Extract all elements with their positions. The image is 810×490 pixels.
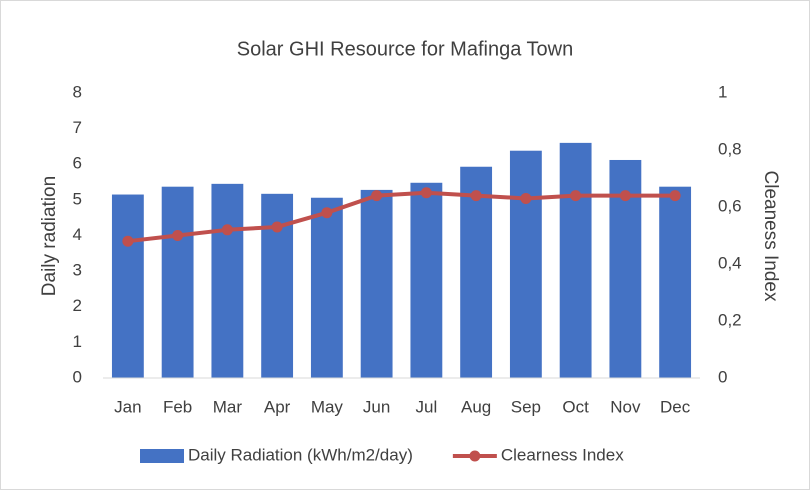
y2-tick-label: 0,8 <box>718 139 742 158</box>
legend-swatch <box>140 449 184 463</box>
x-tick-label: Nov <box>610 397 641 416</box>
line-marker <box>520 192 532 204</box>
line-marker <box>420 187 432 199</box>
bar <box>360 189 393 378</box>
line-marker <box>321 207 333 219</box>
line-marker <box>619 190 631 202</box>
x-tick-label: Feb <box>163 397 192 416</box>
bar <box>211 183 244 378</box>
x-tick-label: Dec <box>660 397 691 416</box>
y-tick-label: 8 <box>73 82 82 101</box>
bar <box>659 186 692 378</box>
bar <box>111 194 144 378</box>
bar <box>161 186 194 378</box>
y-axis-title: Daily radiation <box>39 176 60 296</box>
y-tick-label: 4 <box>73 225 82 244</box>
x-tick-label: Jan <box>114 397 141 416</box>
x-tick-label: Mar <box>213 397 243 416</box>
x-tick-label: Jul <box>416 397 438 416</box>
chart-title: Solar GHI Resource for Mafinga Town <box>237 38 573 60</box>
y2-tick-label: 1 <box>718 82 727 101</box>
y-tick-label: 1 <box>73 332 82 351</box>
line-marker <box>470 190 482 202</box>
bar <box>559 142 592 378</box>
y-tick-label: 6 <box>73 154 82 173</box>
bar <box>310 197 343 378</box>
y-tick-label: 5 <box>73 189 82 208</box>
bar <box>460 166 493 378</box>
legend-marker <box>469 450 481 462</box>
y2-axis-title: Cleaness Index <box>760 171 781 302</box>
y2-tick-label: 0,6 <box>718 196 742 215</box>
x-tick-label: Aug <box>461 397 491 416</box>
line <box>127 190 676 244</box>
line-marker <box>570 190 582 202</box>
line-marker <box>172 230 184 241</box>
y-tick-label: 3 <box>73 261 82 280</box>
legend-label: Daily Radiation (kWh/m2/day) <box>188 445 413 464</box>
x-tick-label: Apr <box>264 397 291 416</box>
bar <box>509 150 542 378</box>
line-marker <box>371 190 383 202</box>
line-marker <box>669 190 681 202</box>
x-tick-label: May <box>311 397 344 416</box>
x-tick-label: Sep <box>511 397 541 416</box>
bar <box>410 182 443 378</box>
line-marker <box>271 221 283 233</box>
y-tick-label: 0 <box>73 367 82 386</box>
legend-label: Clearness Index <box>501 445 624 464</box>
y-tick-label: 7 <box>73 118 82 137</box>
y2-tick-label: 0 <box>718 367 727 386</box>
y2-tick-label: 0,4 <box>718 253 742 272</box>
y-tick-label: 2 <box>73 296 82 315</box>
x-tick-label: Oct <box>562 397 589 416</box>
y2-tick-label: 0,2 <box>718 310 742 329</box>
line-marker <box>221 224 233 236</box>
x-tick-label: Jun <box>363 397 390 416</box>
line-marker <box>122 235 134 247</box>
bar <box>261 193 294 378</box>
